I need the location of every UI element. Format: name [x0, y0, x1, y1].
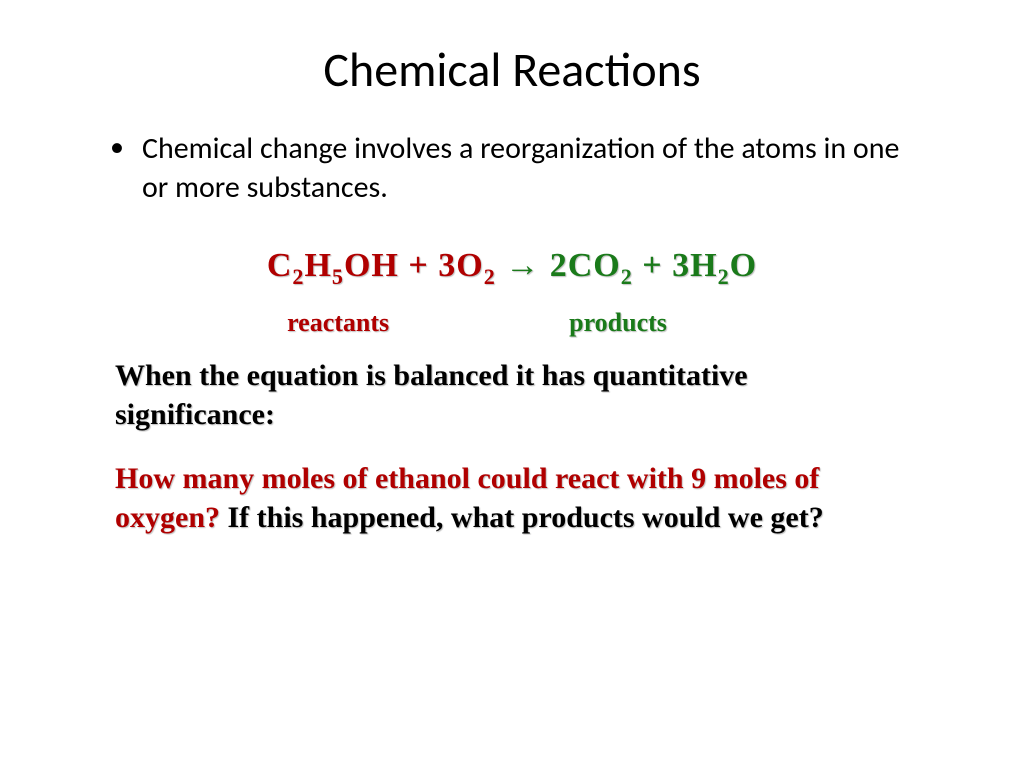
product-1: 2CO2 [550, 247, 633, 284]
reactant-1: C2H5OH [267, 247, 399, 284]
slide-title: Chemical Reactions [60, 40, 964, 99]
label-products: products [569, 308, 667, 338]
product-2: 3H2O [672, 247, 757, 284]
question-followup: If this happened, what products would we… [220, 501, 824, 534]
bullet-item: • Chemical change involves a reorganizat… [110, 129, 914, 207]
reaction-arrow: → [496, 247, 550, 284]
paragraph-question: How many moles of ethanol could react wi… [115, 459, 909, 537]
slide: Chemical Reactions • Chemical change inv… [0, 0, 1024, 768]
equation-labels: reactants products [60, 308, 964, 338]
plus-1: + [399, 247, 438, 284]
label-reactants: reactants [287, 308, 389, 338]
plus-2: + [633, 247, 672, 284]
chemical-equation: C2H5OH + 3O2 → 2CO2 + 3H2O [60, 247, 964, 290]
bullet-marker: • [110, 129, 124, 165]
paragraph-balanced: When the equation is balanced it has qua… [115, 356, 909, 434]
bullet-text: Chemical change involves a reorganizatio… [142, 129, 914, 207]
reactant-2: 3O2 [438, 247, 496, 284]
